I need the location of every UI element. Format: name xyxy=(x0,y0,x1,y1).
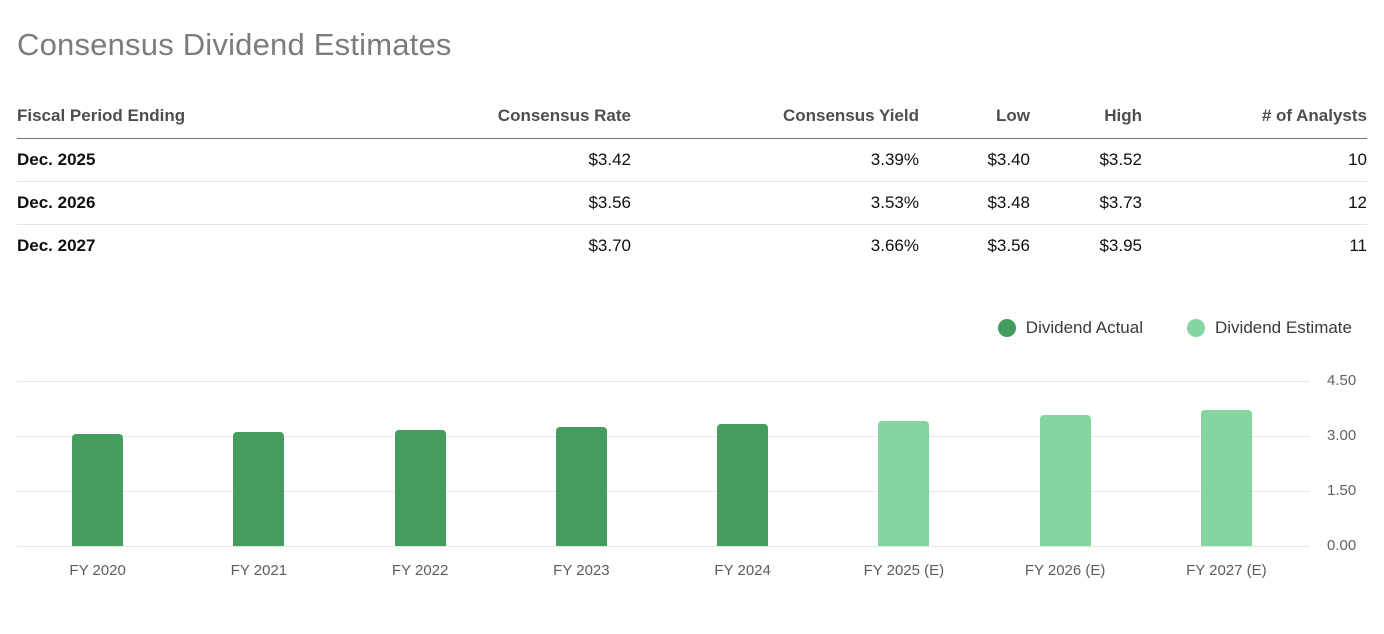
fiscal-period-cell: Dec. 2027 xyxy=(17,235,96,255)
column-header: Consensus Rate xyxy=(317,94,631,139)
value-cell: 3.39% xyxy=(631,138,919,182)
column-header: High xyxy=(1030,94,1142,139)
x-axis-label: FY 2023 xyxy=(553,562,610,579)
grid-line xyxy=(17,435,1310,437)
x-axis-label: FY 2026 (E) xyxy=(1024,562,1106,579)
y-axis-tick-label: 3.00 xyxy=(1327,427,1357,444)
bar-fy-2024[interactable] xyxy=(717,424,769,546)
column-header: Consensus Yield xyxy=(631,94,919,139)
value-cell: $3.42 xyxy=(317,138,631,182)
bar-fy-2022[interactable] xyxy=(394,430,446,546)
table-row: Dec. 2025 $3.42 3.39% $3.40 $3.52 10 xyxy=(17,138,1367,182)
chart-plot-area: 0.00 1.50 3.00 4.50 FY 2020 FY 2021 FY 2022 FY … xyxy=(17,372,1356,579)
x-axis-label: FY 2025 (E) xyxy=(863,562,945,579)
consensus-estimates-table: Fiscal Period Ending Consensus Rate Consen… xyxy=(17,94,1367,267)
page-title: Consensus Dividend Estimates xyxy=(17,27,452,62)
bar-fy-2025-e[interactable] xyxy=(878,420,930,546)
table-body: Dec. 2025 $3.42 3.39% $3.40 $3.52 10 Dec. 2026… xyxy=(17,138,1367,267)
value-cell: $3.73 xyxy=(1030,181,1142,225)
bar-fy-2021[interactable] xyxy=(233,432,285,546)
value-cell: $3.40 xyxy=(919,138,1030,182)
x-axis-label: FY 2027 (E) xyxy=(1186,562,1267,579)
legend-swatch-icon xyxy=(997,319,1016,337)
table-header: Fiscal Period Ending Consensus Rate Consen… xyxy=(17,94,1367,139)
fiscal-period-cell: Dec. 2026 xyxy=(17,181,317,225)
value-cell: 12 xyxy=(1142,181,1367,225)
x-axis-label: FY 2022 xyxy=(391,562,449,579)
value-cell: $3.52 xyxy=(1030,138,1142,182)
table-row: Dec. 2026 $3.56 3.53% $3.48 $3.73 12 xyxy=(17,181,1367,225)
dividend-bar-chart: Dividend Actual Dividend Estimate 0.00 1.5… xyxy=(0,267,1384,608)
table-header-row: Fiscal Period Ending Consensus Rate Consen… xyxy=(17,94,1367,139)
legend-item-dividend-estimate[interactable]: Dividend Estimate xyxy=(1186,318,1352,338)
value-cell: $3.56 xyxy=(987,235,1030,255)
value-cell: 3.66% xyxy=(870,235,919,255)
value-cell: $3.95 xyxy=(1099,235,1142,255)
x-axis-label: FY 2021 xyxy=(230,562,288,579)
x-axis-label: FY 2020 xyxy=(69,562,126,579)
value-cell: $3.48 xyxy=(919,181,1030,225)
column-header: # of Analysts xyxy=(1142,94,1367,139)
fiscal-period-cell: Dec. 2025 xyxy=(17,138,317,182)
chart-legend: Dividend Actual Dividend Estimate xyxy=(997,318,1352,338)
value-cell: $3.56 xyxy=(317,181,631,225)
bar-fy-2026-e[interactable] xyxy=(1039,415,1091,546)
y-axis-tick-label: 1.50 xyxy=(1327,482,1357,499)
bar-fy-2027-e[interactable] xyxy=(1200,410,1252,546)
legend-swatch-icon xyxy=(1186,319,1205,337)
bar-fy-2020[interactable] xyxy=(72,433,124,546)
legend-label: Dividend Actual xyxy=(1025,318,1143,337)
column-header: Low xyxy=(919,94,1030,139)
bar-fy-2023[interactable] xyxy=(555,427,607,546)
value-cell: 11 xyxy=(1349,235,1367,255)
column-header: Fiscal Period Ending xyxy=(17,94,317,139)
grid-line xyxy=(17,380,1310,382)
y-axis-tick-label: 0.00 xyxy=(1327,537,1357,554)
table-row: Dec. 2027 $3.70 3.66% $3.56 $3.95 11 xyxy=(17,224,1367,267)
value-cell: 10 xyxy=(1142,138,1367,182)
x-axis-label: FY 2024 xyxy=(714,562,771,579)
legend-item-dividend-actual[interactable]: Dividend Actual xyxy=(997,318,1143,338)
y-axis-tick-label: 4.50 xyxy=(1327,372,1357,389)
grid-line xyxy=(17,545,1310,547)
value-cell: $3.70 xyxy=(588,235,631,255)
value-cell: 3.53% xyxy=(631,181,919,225)
grid-line xyxy=(17,490,1310,492)
legend-label: Dividend Estimate xyxy=(1214,318,1352,337)
